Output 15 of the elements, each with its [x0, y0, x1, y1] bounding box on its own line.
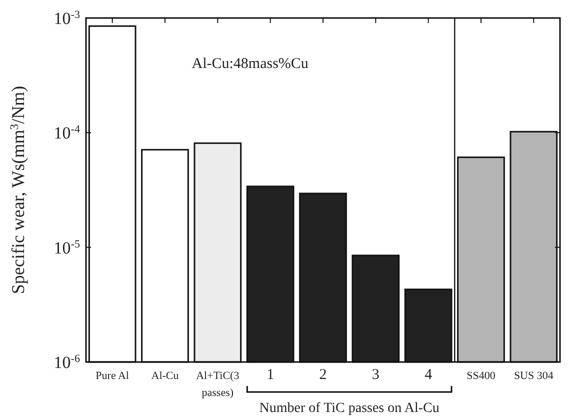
x-axis-title: Number of TiC passes on Al-Cu	[259, 401, 440, 416]
annotation: Al-Cu:48mass%Cu	[192, 56, 309, 72]
x-tick-label: 1	[266, 367, 274, 383]
x-tick-label: Pure Al	[96, 370, 129, 382]
x-tick-label: 2	[319, 367, 327, 383]
x-tick-label: Al+TiC(3 passes)	[196, 370, 240, 399]
y-tick-label: 10$^{-3}$	[54, 9, 80, 28]
y-tick-label: 10$^{-5}$	[54, 238, 80, 258]
y-tick-label: 10$^{-6}$	[54, 353, 80, 372]
x-tick-label: 4	[424, 367, 433, 383]
x-tick-label: 3	[372, 367, 380, 383]
x-tick-label: Al-Cu	[151, 370, 180, 382]
x-tick-label: SS400	[466, 370, 496, 382]
x-tick-label: SUS 304	[514, 370, 554, 382]
y-tick-label: 10$^{-4}$	[54, 124, 80, 143]
